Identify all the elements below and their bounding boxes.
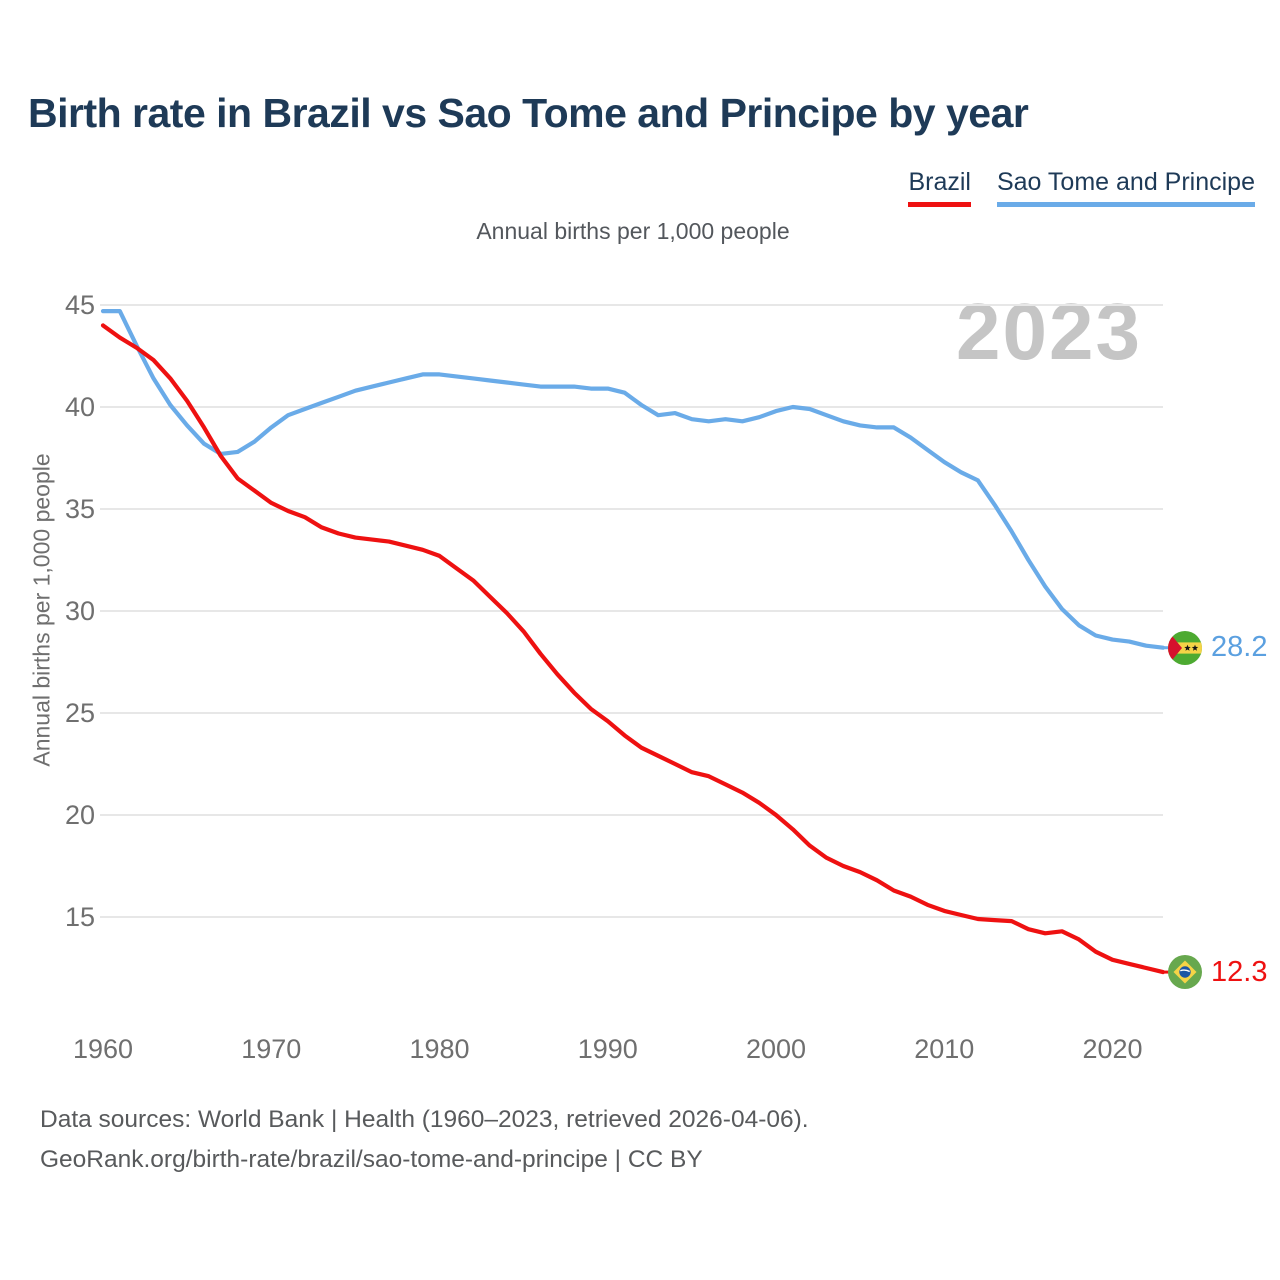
- y-axis: 45 40 35 30 25 20 15: [65, 290, 95, 932]
- brazil-flag-icon: [1168, 955, 1202, 990]
- footer-url-line: GeoRank.org/birth-rate/brazil/sao-tome-a…: [40, 1146, 703, 1173]
- end-value-brazil: 12.3: [1211, 955, 1268, 988]
- x-tick-label: 1980: [409, 1034, 469, 1064]
- x-tick-label: 1970: [241, 1034, 301, 1064]
- x-tick-label: 1990: [578, 1034, 638, 1064]
- x-tick-label: 1960: [73, 1034, 133, 1064]
- chart-subtitle: Annual births per 1,000 people: [476, 218, 790, 244]
- series-line-brazil: [100, 323, 1166, 975]
- x-axis: 1960 1970 1980 1990 2000 2010 2020: [73, 1034, 1143, 1064]
- footer-sources-line: Data sources: World Bank | Health (1960–…: [40, 1106, 809, 1133]
- legend: Brazil Sao Tome and Principe: [908, 168, 1255, 207]
- series-line-sao-tome-and-principe: [100, 309, 1166, 650]
- y-tick-label: 20: [65, 800, 95, 830]
- y-tick-label: 30: [65, 596, 95, 626]
- x-tick-label: 2010: [914, 1034, 974, 1064]
- legend-item-brazil[interactable]: Brazil: [908, 168, 971, 207]
- end-label-sao-tome-and-principe: 28.2: [1168, 630, 1268, 665]
- x-tick-label: 2020: [1082, 1034, 1142, 1064]
- sao-tome-and-principe-flag-icon: [1168, 630, 1202, 665]
- x-tick-label: 2000: [746, 1034, 806, 1064]
- y-tick-label: 15: [65, 902, 95, 932]
- y-tick-label: 25: [65, 698, 95, 728]
- gridlines: [100, 304, 1163, 918]
- end-label-brazil: 12.3: [1168, 955, 1268, 990]
- page-title: Birth rate in Brazil vs Sao Tome and Pri…: [28, 90, 1029, 136]
- legend-item-sao-tome-and-principe[interactable]: Sao Tome and Principe: [996, 168, 1255, 207]
- y-tick-label: 45: [65, 290, 95, 320]
- legend-label-brazil: Brazil: [908, 168, 971, 196]
- end-value-sao-tome-and-principe: 28.2: [1211, 631, 1268, 664]
- y-tick-label: 40: [65, 392, 95, 422]
- y-tick-label: 35: [65, 494, 95, 524]
- legend-label-sao-tome-and-principe: Sao Tome and Principe: [996, 168, 1255, 196]
- footer: Data sources: World Bank | Health (1960–…: [40, 1100, 809, 1180]
